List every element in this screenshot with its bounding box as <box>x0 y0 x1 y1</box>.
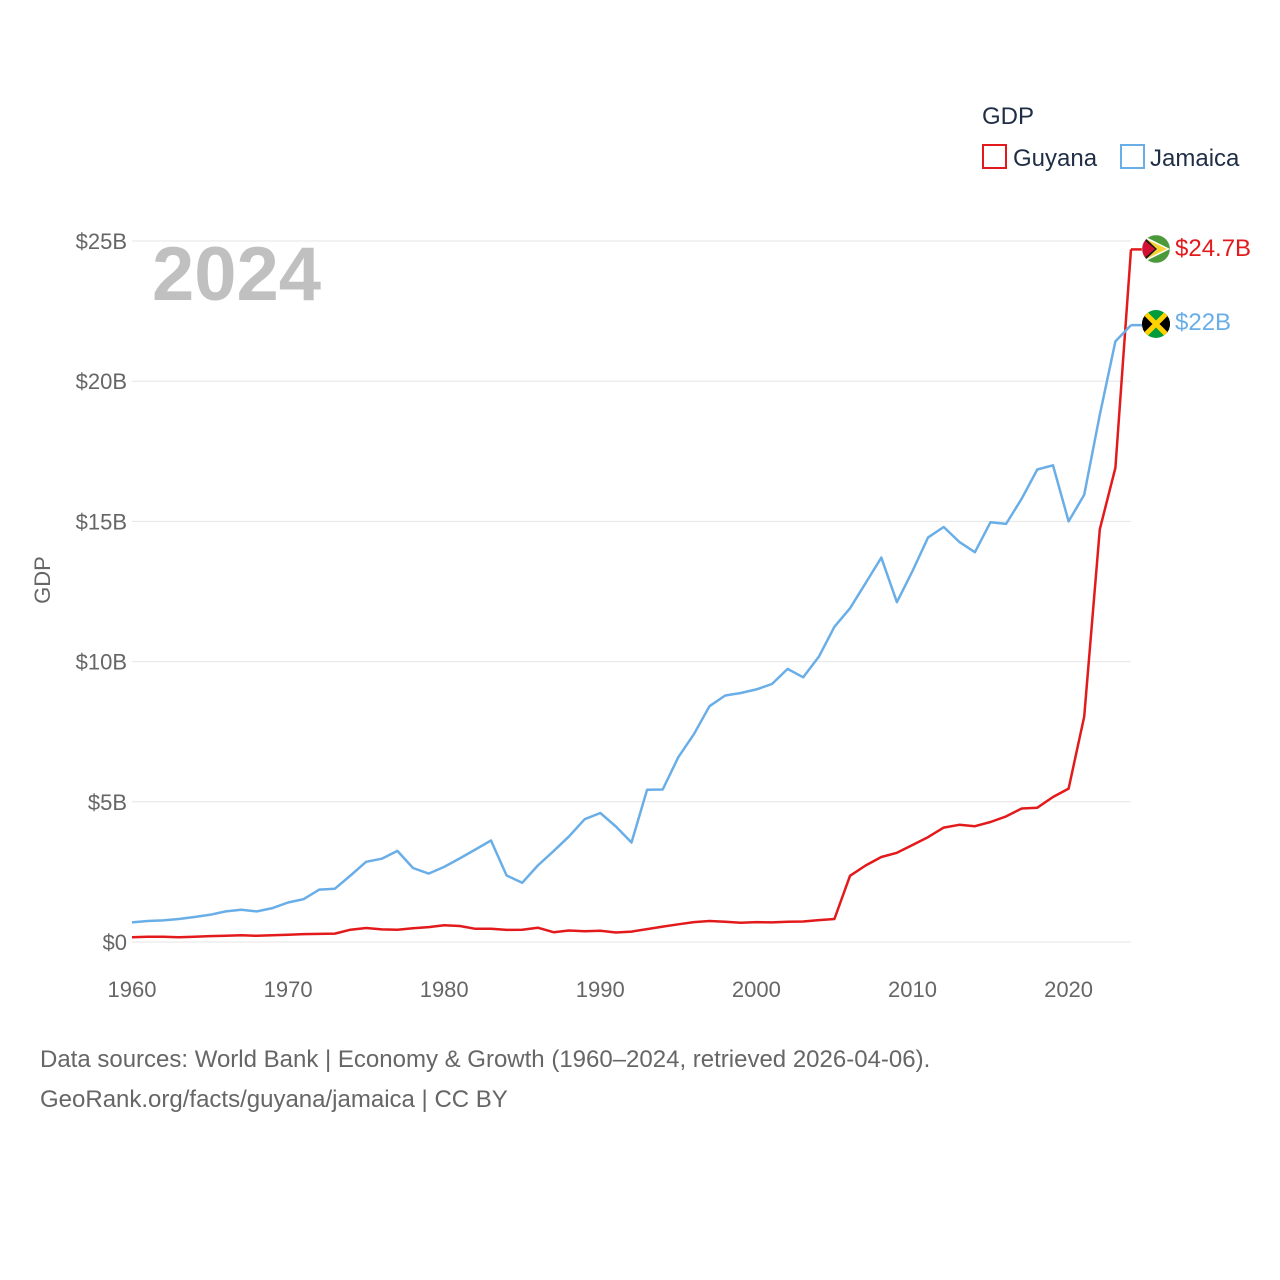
legend-swatch-guyana <box>982 144 1007 169</box>
data-source-footer: Data sources: World Bank | Economy & Gro… <box>40 1040 930 1120</box>
y-tick-label: $25B <box>76 229 127 254</box>
y-tick-label: $20B <box>76 369 127 394</box>
series-lines <box>131 248 1142 939</box>
legend-label-jamaica: Jamaica <box>1150 145 1240 172</box>
gridlines <box>132 240 1131 943</box>
x-tick-label: 1980 <box>420 977 469 1002</box>
gdp-line-chart: $0 $5B $10B $15B $20B $25B 1960 1970 1980 1990 20… <box>30 103 1251 1002</box>
x-tick-label: 1960 <box>108 977 157 1002</box>
y-tick-label: $10B <box>76 650 127 675</box>
jamaica-flag-icon <box>1142 310 1170 338</box>
legend: GDP Guyana Jamaica <box>982 103 1240 172</box>
legend-title: GDP <box>982 103 1034 130</box>
source-line-2: GeoRank.org/facts/guyana/jamaica | CC BY <box>40 1086 508 1113</box>
x-tick-label: 2020 <box>1044 977 1093 1002</box>
guyana-flag-icon <box>1141 234 1171 264</box>
y-axis-title: GDP <box>30 556 55 604</box>
year-watermark: 2024 <box>152 232 321 317</box>
series-line-guyana <box>131 249 1133 939</box>
source-line-1: Data sources: World Bank | Economy & Gro… <box>40 1046 931 1073</box>
x-axis-tick-labels: 1960 1970 1980 1990 2000 2010 2020 <box>108 977 1094 1002</box>
series-line-jamaica <box>131 324 1132 924</box>
legend-label-guyana: Guyana <box>1013 145 1098 172</box>
y-tick-label: $5B <box>88 790 127 815</box>
y-axis-tick-labels: $0 $5B $10B $15B $20B $25B <box>76 229 127 955</box>
x-tick-label: 1970 <box>264 977 313 1002</box>
x-tick-label: 2010 <box>888 977 937 1002</box>
y-tick-label: $0 <box>103 930 127 955</box>
y-tick-label: $15B <box>76 509 127 534</box>
x-tick-label: 1990 <box>576 977 625 1002</box>
x-tick-label: 2000 <box>732 977 781 1002</box>
end-label-guyana: $24.7B <box>1175 235 1251 262</box>
legend-swatch-jamaica <box>1120 144 1145 169</box>
end-label-jamaica: $22B <box>1175 309 1231 336</box>
